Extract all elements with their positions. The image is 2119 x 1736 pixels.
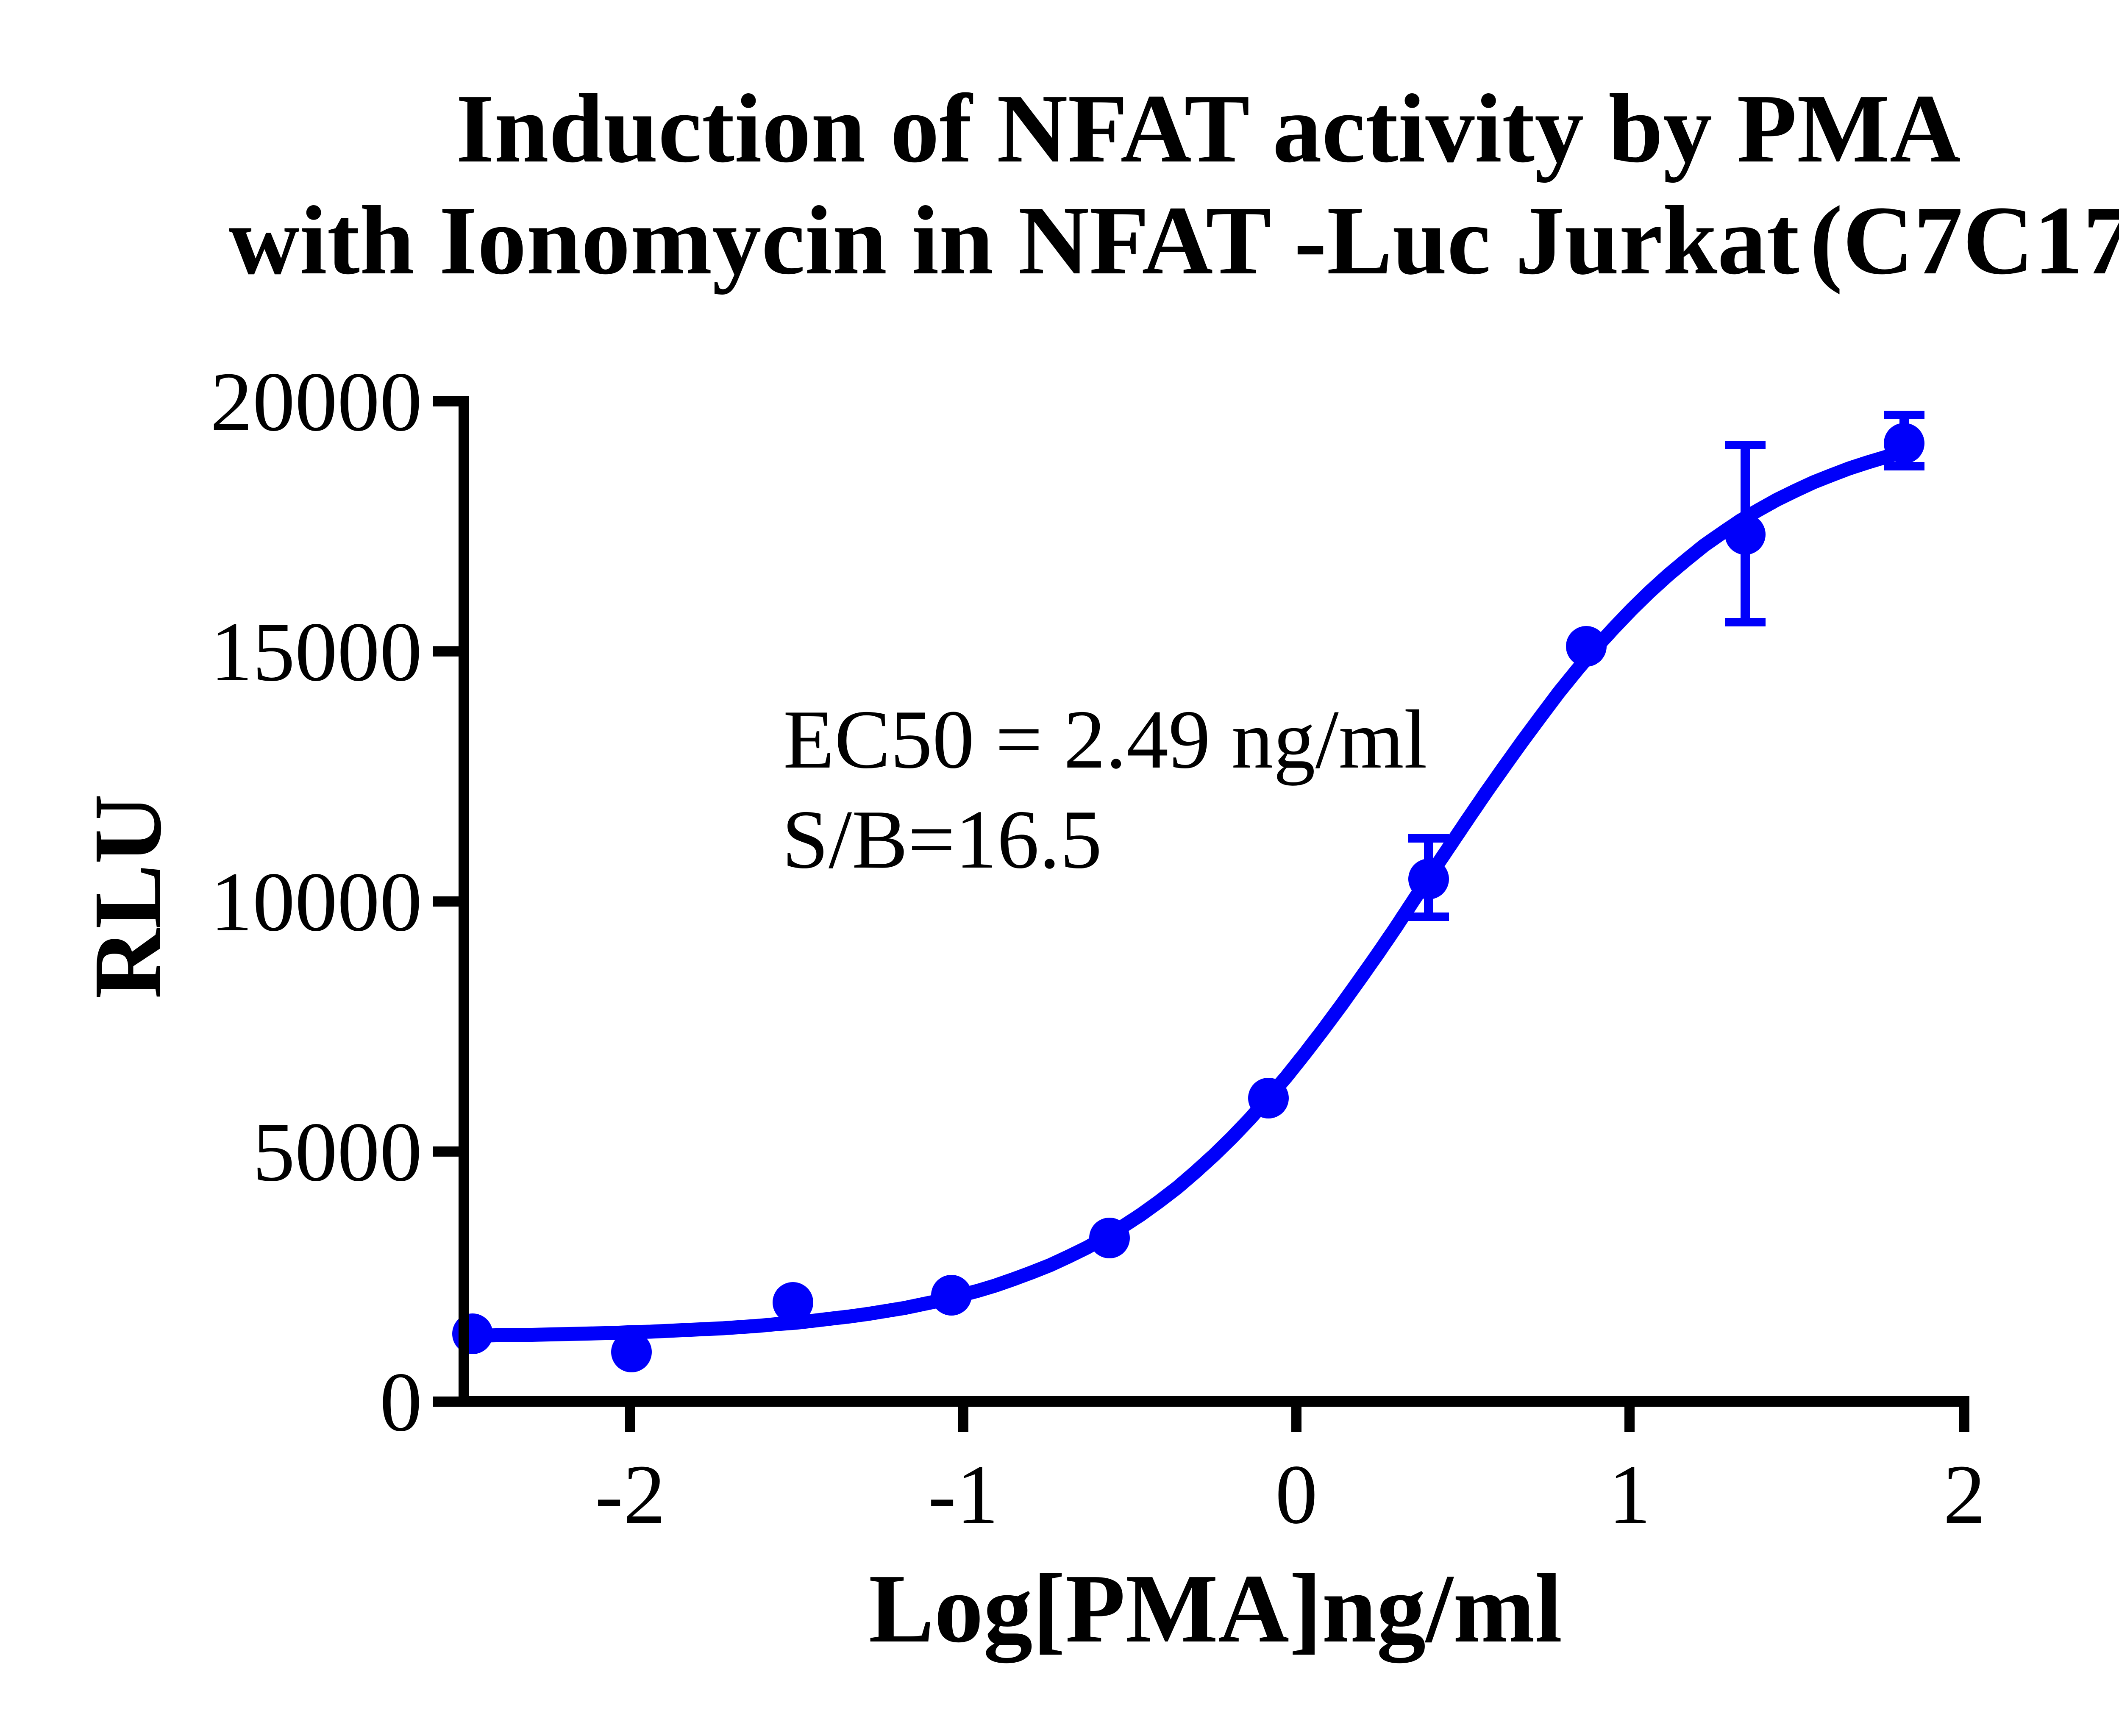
svg-text:RLU: RLU (74, 794, 181, 999)
svg-text:Induction of NFAT activity by: Induction of NFAT activity by PMA (456, 74, 1961, 183)
svg-text:with Ionomycin in NFAT -Luc Ju: with Ionomycin in NFAT -Luc Jurkat (C7C17… (229, 186, 2119, 295)
svg-text:0: 0 (380, 1355, 422, 1449)
svg-text:-2: -2 (595, 1448, 666, 1541)
svg-text:1: 1 (1608, 1448, 1651, 1541)
svg-text:-1: -1 (928, 1448, 999, 1541)
svg-text:Log[PMA]ng/ml: Log[PMA]ng/ml (869, 1554, 1563, 1663)
svg-text:EC50 = 2.49 ng/ml: EC50 = 2.49 ng/ml (783, 693, 1427, 786)
svg-text:2: 2 (1943, 1448, 1986, 1541)
svg-text:15000: 15000 (210, 605, 422, 699)
svg-text:20000: 20000 (210, 355, 422, 449)
svg-text:S/B=16.5: S/B=16.5 (782, 793, 1102, 886)
svg-text:0: 0 (1275, 1448, 1318, 1541)
svg-text:5000: 5000 (253, 1105, 422, 1199)
svg-text:10000: 10000 (210, 855, 422, 949)
